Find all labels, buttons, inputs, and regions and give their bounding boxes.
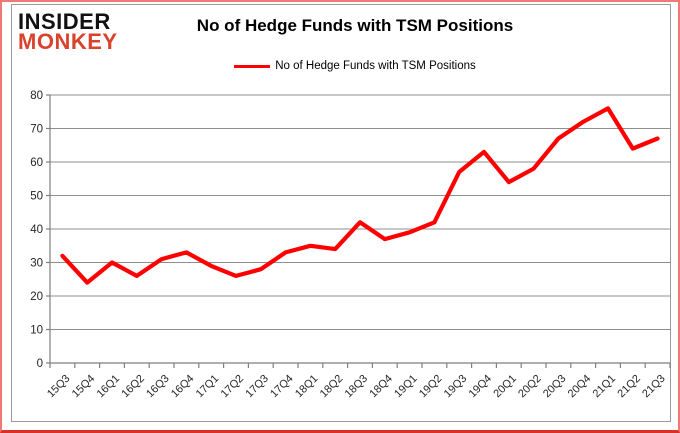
x-axis-label: 18Q4 [367, 373, 395, 401]
brand-line-insider: INSIDER [18, 9, 111, 34]
y-axis-label: 20 [30, 291, 43, 303]
x-axis-label: 21Q1 [591, 373, 619, 401]
y-axis-label: 40 [30, 224, 43, 236]
y-axis-label: 30 [30, 258, 43, 270]
x-axis-label: 18Q3 [343, 373, 371, 401]
x-axis-label: 15Q4 [70, 373, 98, 401]
x-axis-label: 21Q2 [615, 373, 643, 401]
y-axis-label: 60 [30, 157, 43, 169]
chart-title: No of Hedge Funds with TSM Positions [196, 16, 514, 35]
y-axis-label: 0 [37, 358, 43, 370]
y-axis-label: 10 [30, 325, 43, 337]
y-axis-label: 70 [30, 124, 43, 136]
x-axis-label: 20Q4 [566, 373, 594, 401]
y-axis-label: 50 [30, 191, 43, 203]
chart-legend: No of Hedge Funds with TSM Positions [42, 60, 668, 72]
brand-line-monkey: MONKEY [18, 29, 118, 55]
x-axis-label: 19Q2 [417, 373, 445, 401]
x-axis-label: 16Q4 [169, 373, 197, 401]
x-axis-label: 17Q2 [219, 373, 247, 401]
x-axis-label: 17Q3 [243, 373, 271, 401]
x-axis-label: 17Q4 [268, 373, 296, 401]
x-axis-label: 20Q3 [541, 373, 569, 401]
x-axis-label: 16Q3 [144, 373, 172, 401]
legend-line-icon [234, 64, 271, 68]
x-axis-label: 16Q2 [119, 373, 147, 401]
x-axis-label: 19Q1 [392, 373, 420, 401]
x-axis-label: 21Q3 [640, 373, 668, 401]
x-axis-label: 17Q1 [194, 373, 222, 401]
x-axis-label: 18Q2 [318, 373, 346, 401]
chart-frame [11, 4, 671, 422]
x-axis-label: 20Q1 [491, 373, 519, 401]
insider-monkey-logo: INSIDER MONKEY [18, 9, 118, 55]
legend-label: No of Hedge Funds with TSM Positions [275, 60, 476, 72]
x-axis-label: 18Q1 [293, 373, 321, 401]
data-line [60, 106, 660, 285]
x-axis-label: 16Q1 [95, 373, 123, 401]
x-axis-label: 19Q3 [442, 373, 470, 401]
x-axis-label: 15Q3 [45, 373, 73, 401]
y-axis-label: 80 [30, 90, 43, 102]
x-axis-label: 19Q4 [467, 373, 495, 401]
x-axis-label: 20Q2 [516, 373, 544, 401]
